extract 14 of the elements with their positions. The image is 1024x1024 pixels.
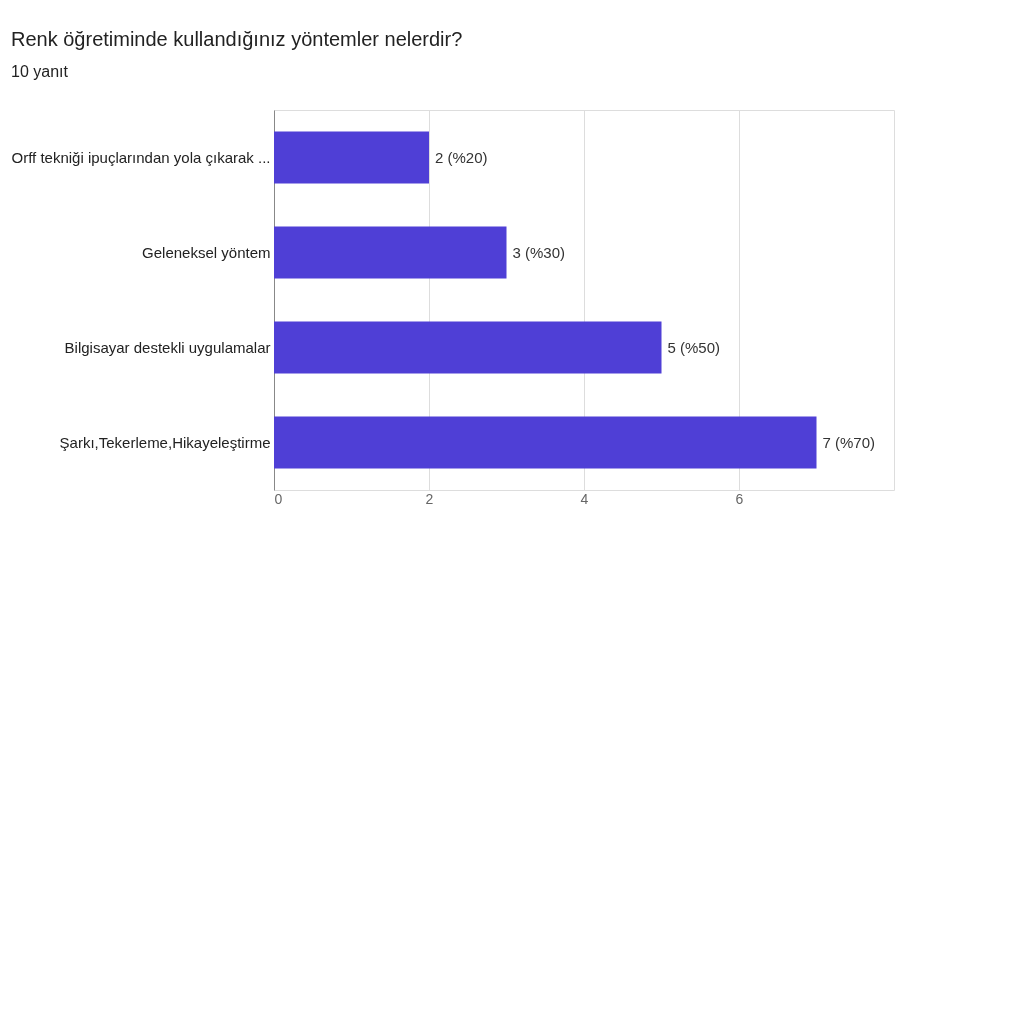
y-tick-label: Geleneksel yöntem bbox=[142, 243, 271, 261]
x-tick-label: 6 bbox=[735, 490, 744, 507]
x-tick-label: 2 bbox=[425, 490, 434, 507]
data-label: 2 (%20) bbox=[435, 148, 488, 166]
x-tick-label: 4 bbox=[580, 490, 589, 507]
data-label: 3 (%30) bbox=[512, 243, 566, 261]
y-tick-label: Orff tekniği ipuçlarından yola çıkarak ... bbox=[11, 148, 271, 166]
chart-title: Renk öğretiminde kullandığınız yöntemler nelerdir? bbox=[10, 28, 463, 50]
y-tick-label: Bilgisayar destekli uygulamalar bbox=[64, 338, 271, 356]
data-label: 7 (%70) bbox=[822, 433, 876, 451]
data-label: 5 (%50) bbox=[667, 338, 721, 356]
text: 10 yanıt bbox=[10, 63, 69, 80]
y-tick-label: Şarkı,Tekerleme,Hikayeleştirme bbox=[59, 433, 271, 451]
x-tick-label: 0 bbox=[274, 490, 283, 507]
